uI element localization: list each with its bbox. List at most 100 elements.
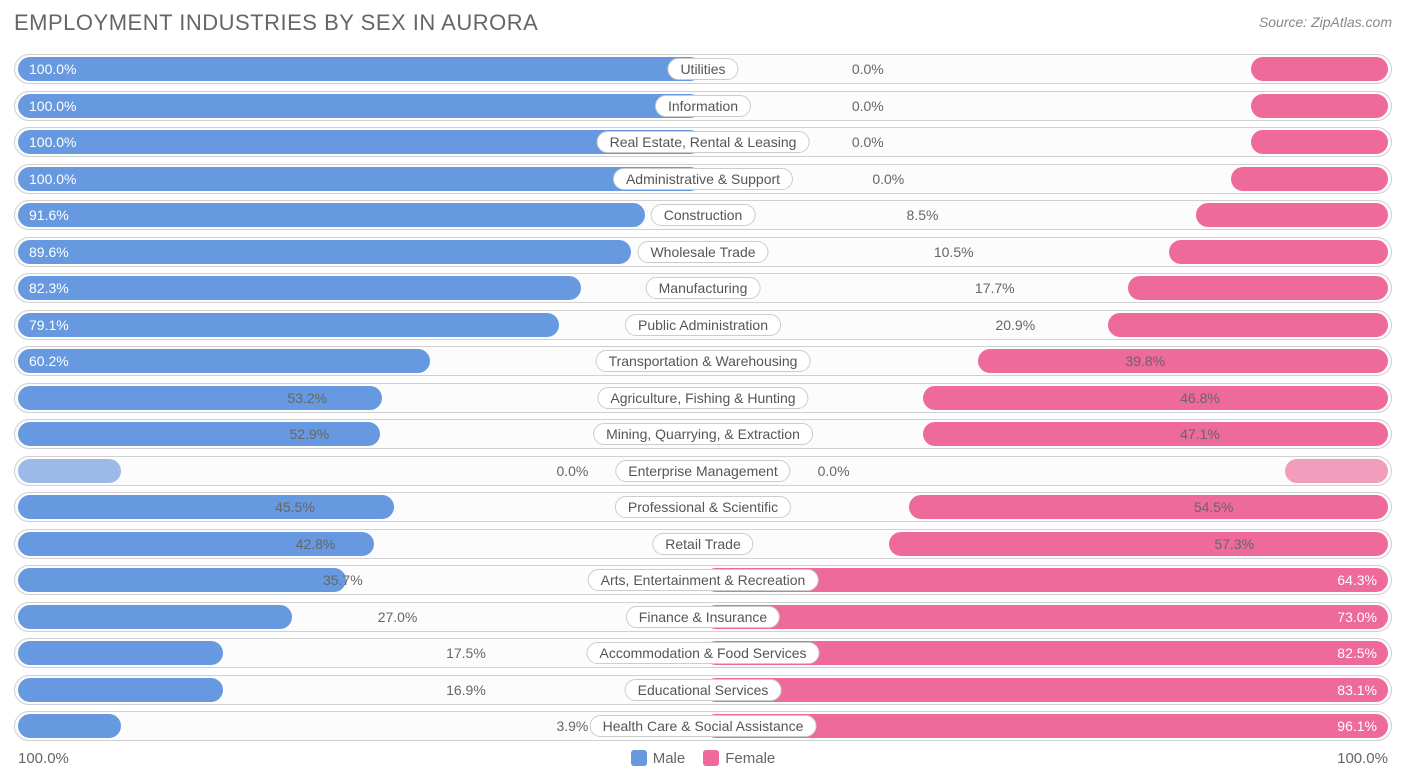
category-label: Arts, Entertainment & Recreation — [588, 569, 819, 591]
value-female: 73.0% — [1337, 609, 1377, 625]
value-male: 60.2% — [29, 353, 69, 369]
value-male: 52.9% — [289, 426, 329, 442]
value-female: 8.5% — [907, 207, 939, 223]
value-female: 20.9% — [995, 317, 1035, 333]
value-female: 46.8% — [1180, 390, 1220, 406]
bar-male — [18, 386, 382, 410]
category-label: Construction — [651, 204, 756, 226]
chart-row: 100.0% 0.0% Administrative & Support — [14, 164, 1392, 194]
chart-row: 60.2% 39.8% Transportation & Warehousing — [14, 346, 1392, 376]
bar-female — [1128, 276, 1388, 300]
value-female: 17.7% — [975, 280, 1015, 296]
bar-female — [1285, 459, 1388, 483]
value-female: 57.3% — [1214, 536, 1254, 552]
bar-female — [1251, 94, 1388, 118]
value-male: 89.6% — [29, 244, 69, 260]
category-label: Health Care & Social Assistance — [590, 715, 817, 737]
chart-row: 100.0%0.0%Utilities — [14, 54, 1392, 84]
chart-row: 45.5% 54.5% Professional & Scientific — [14, 492, 1392, 522]
category-label: Information — [655, 95, 751, 117]
category-label: Administrative & Support — [613, 168, 793, 190]
value-male: 100.0% — [29, 98, 76, 114]
legend-swatch-male — [631, 750, 647, 766]
chart-row: 53.2%46.8%Agriculture, Fishing & Hunting — [14, 383, 1392, 413]
chart-body: 100.0%0.0%Utilities100.0%0.0%Information… — [14, 54, 1392, 741]
value-female: 54.5% — [1194, 499, 1234, 515]
bar-female — [909, 495, 1388, 519]
bar-female — [704, 678, 1388, 702]
chart-header: EMPLOYMENT INDUSTRIES BY SEX IN AURORA S… — [14, 10, 1392, 36]
value-female: 47.1% — [1180, 426, 1220, 442]
value-male: 53.2% — [287, 390, 327, 406]
category-label: Educational Services — [625, 679, 782, 701]
bar-male — [18, 240, 631, 264]
category-label: Professional & Scientific — [615, 496, 791, 518]
value-female: 10.5% — [934, 244, 974, 260]
chart-row: 82.3%17.7%Manufacturing — [14, 273, 1392, 303]
chart-row: 0.0%0.0%Enterprise Management — [14, 456, 1392, 486]
value-male: 35.7% — [323, 572, 363, 588]
value-male: 100.0% — [29, 134, 76, 150]
bar-male — [18, 459, 121, 483]
category-label: Wholesale Trade — [637, 241, 768, 263]
chart-source: Source: ZipAtlas.com — [1259, 14, 1392, 30]
chart-row: 3.9%96.1%Health Care & Social Assistance — [14, 711, 1392, 741]
chart-footer: 100.0% Male Female 100.0% — [14, 748, 1392, 767]
category-label: Transportation & Warehousing — [596, 350, 811, 372]
bar-male — [18, 276, 581, 300]
bar-female — [704, 605, 1388, 629]
value-male: 100.0% — [29, 61, 76, 77]
chart-row: 52.9% 47.1% Mining, Quarrying, & Extractio… — [14, 419, 1392, 449]
bar-male — [18, 313, 559, 337]
chart-row: 17.5% 82.5% Accommodation & Food Services — [14, 638, 1392, 668]
value-female: 83.1% — [1337, 682, 1377, 698]
chart-row: 42.8%57.3%Retail Trade — [14, 529, 1392, 559]
bar-male — [18, 57, 702, 81]
chart-row: 35.7% 64.3% Arts, Entertainment & Recreati… — [14, 565, 1392, 595]
bar-male — [18, 678, 223, 702]
category-label: Mining, Quarrying, & Extraction — [593, 423, 813, 445]
legend-item-male: Male — [631, 750, 686, 767]
legend-swatch-female — [703, 750, 719, 766]
chart-row: 100.0% 0.0% Real Estate, Rental & Leasing — [14, 127, 1392, 157]
chart-row: 79.1%20.9%Public Administration — [14, 310, 1392, 340]
category-label: Accommodation & Food Services — [587, 642, 820, 664]
legend-item-female: Female — [703, 750, 775, 767]
bar-female — [923, 386, 1388, 410]
chart-row: 100.0% 0.0% Information — [14, 91, 1392, 121]
bar-male — [18, 714, 121, 738]
category-label: Utilities — [667, 58, 738, 80]
bar-male — [18, 605, 292, 629]
legend-label-female: Female — [725, 750, 775, 767]
bar-male — [18, 203, 645, 227]
category-label: Real Estate, Rental & Leasing — [597, 131, 810, 153]
value-female: 82.5% — [1337, 645, 1377, 661]
bar-female — [923, 422, 1388, 446]
chart-row: 27.0% 73.0% Finance & Insurance — [14, 602, 1392, 632]
bar-female — [978, 349, 1388, 373]
category-label: Finance & Insurance — [626, 606, 780, 628]
value-female: 39.8% — [1125, 353, 1165, 369]
value-female: 0.0% — [852, 98, 884, 114]
value-male: 100.0% — [29, 171, 76, 187]
bar-female — [1251, 57, 1388, 81]
value-female: 0.0% — [852, 134, 884, 150]
value-male: 17.5% — [446, 645, 486, 661]
axis-right-label: 100.0% — [1337, 750, 1388, 767]
legend: Male Female — [631, 750, 776, 767]
value-female: 0.0% — [818, 463, 850, 479]
value-female: 64.3% — [1337, 572, 1377, 588]
value-male: 16.9% — [446, 682, 486, 698]
bar-female — [1196, 203, 1388, 227]
value-male: 27.0% — [378, 609, 418, 625]
value-female: 0.0% — [872, 171, 904, 187]
value-male: 91.6% — [29, 207, 69, 223]
category-label: Manufacturing — [646, 277, 761, 299]
legend-label-male: Male — [653, 750, 686, 767]
chart-row: 16.9% 83.1% Educational Services — [14, 675, 1392, 705]
bar-male — [18, 641, 223, 665]
value-male: 3.9% — [556, 718, 588, 734]
category-label: Enterprise Management — [615, 460, 790, 482]
bar-male — [18, 167, 702, 191]
value-male: 45.5% — [275, 499, 315, 515]
